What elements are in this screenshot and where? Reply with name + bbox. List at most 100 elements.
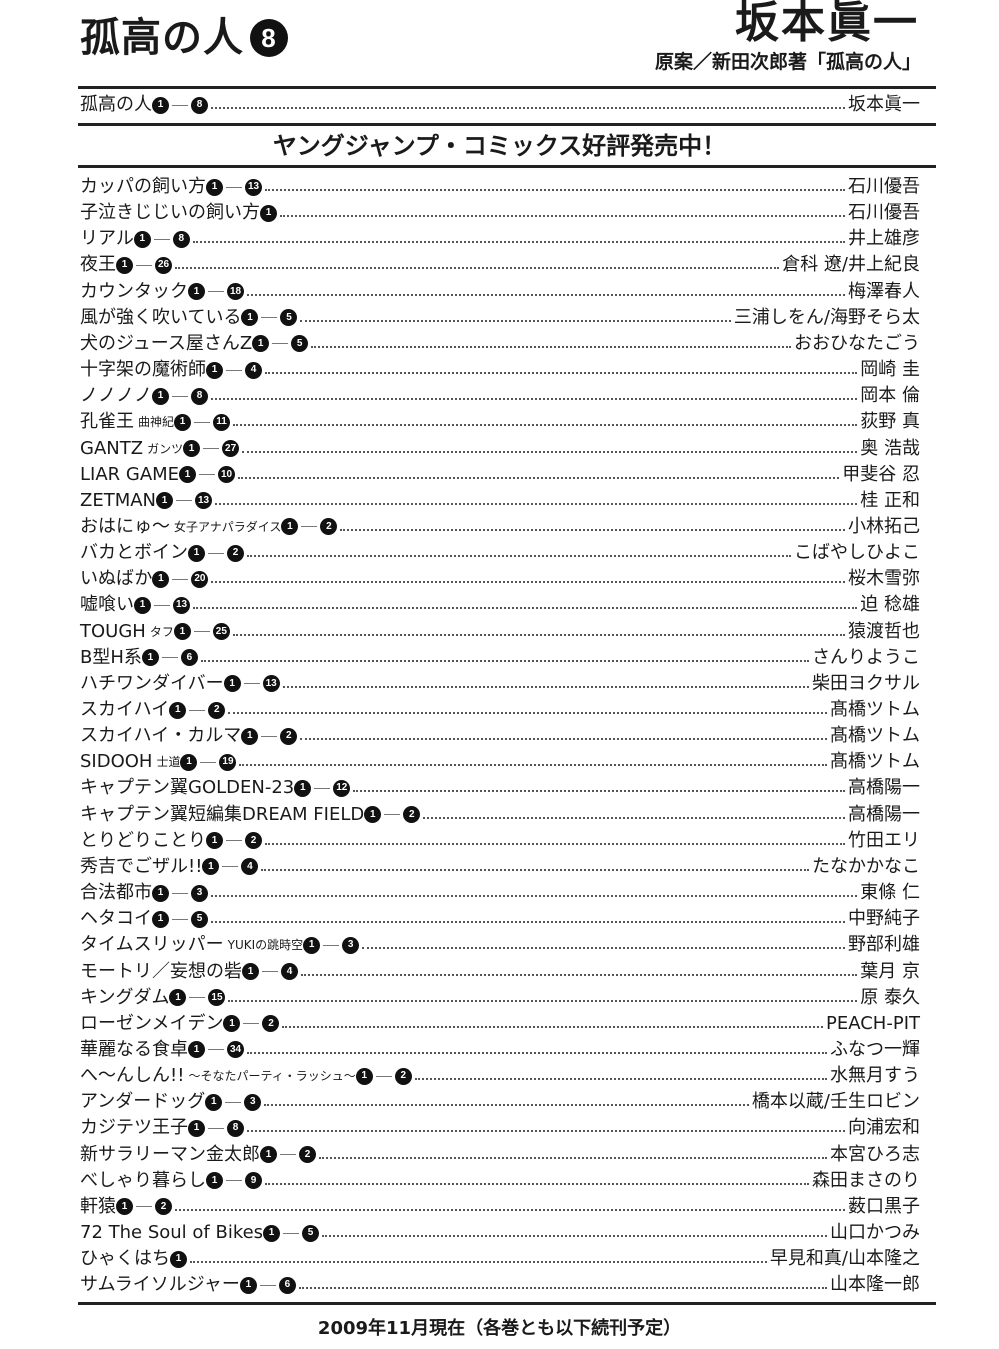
volume-to-badge: 9 bbox=[245, 1172, 262, 1190]
list-item: モートリ／妄想の砦 1 4 葉月 京 bbox=[80, 960, 920, 984]
entry-author: 橋本以蔵/壬生ロビン bbox=[751, 1091, 920, 1113]
dot-leader bbox=[211, 107, 845, 109]
entry-title: 軒猿 bbox=[80, 1195, 116, 1217]
range-dash bbox=[161, 657, 178, 659]
volume-to-badge: 3 bbox=[244, 1093, 262, 1111]
range-dash bbox=[136, 1206, 152, 1208]
range-dash bbox=[283, 1232, 300, 1234]
range-dash bbox=[259, 1284, 276, 1286]
entry-title: ZETMAN bbox=[80, 489, 157, 511]
volume-to-badge: 13 bbox=[173, 596, 190, 614]
entry-author: 水無月すう bbox=[830, 1065, 920, 1087]
list-item: 72 The Soul of Bikes 1 5 山口かつみ bbox=[80, 1221, 920, 1245]
dot-leader bbox=[239, 764, 827, 767]
entry-author: ふなつ一輝 bbox=[830, 1038, 920, 1060]
volume-from-badge: 1 bbox=[156, 492, 174, 510]
volume-from-badge: 1 bbox=[242, 963, 259, 980]
volume-range: 1 bbox=[260, 204, 277, 222]
dot-leader bbox=[215, 502, 858, 505]
dot-leader bbox=[242, 450, 858, 453]
range-dash bbox=[226, 840, 242, 842]
dot-leader bbox=[301, 973, 858, 976]
entry-author: 小林拓己 bbox=[848, 515, 920, 537]
volume-from-badge: 1 bbox=[188, 544, 205, 562]
list-item: アンダードッグ 1 3 橋本以蔵/壬生ロビン bbox=[80, 1090, 920, 1114]
entry-author: 井上雄彦 bbox=[848, 228, 920, 250]
original-credit: 原案／新田次郎著「孤高の人」 bbox=[654, 51, 921, 73]
volume-range: 1 11 bbox=[174, 413, 231, 431]
list-item: カジテツ王子 1 8 向浦宏和 bbox=[80, 1116, 920, 1140]
list-item: ノノノノ 1 8 岡本 倫 bbox=[80, 384, 920, 408]
range-dash bbox=[208, 1049, 224, 1051]
volume-from-badge: 1 bbox=[170, 1250, 187, 1268]
list-item: GANTZ ガンツ 1 27 奥 浩哉 bbox=[80, 437, 920, 461]
volume-from-badge: 1 bbox=[260, 204, 277, 222]
entry-title: 十字架の魔術師 bbox=[80, 359, 206, 381]
volume-to-badge: 2 bbox=[155, 1198, 172, 1216]
volume-from-badge: 1 bbox=[206, 178, 223, 196]
entry-title: とりどりことり bbox=[80, 829, 206, 851]
volume-to-badge: 8 bbox=[172, 230, 190, 248]
dot-leader bbox=[192, 241, 845, 244]
entry-subtitle: YUKIの跳時空 bbox=[227, 938, 304, 953]
entry-title: スカイハイ bbox=[80, 699, 170, 720]
list-item: いぬばか 1 20 桜木雪弥 bbox=[80, 567, 920, 591]
entry-title: 合法都市 bbox=[80, 882, 152, 904]
dot-leader bbox=[264, 1104, 749, 1107]
volume-to-badge: 19 bbox=[219, 753, 237, 771]
volume-to-badge: 2 bbox=[403, 806, 421, 824]
divider bbox=[78, 165, 936, 168]
list-item: 風が強く吹いている 1 5 三浦しをん/海野そら太 bbox=[80, 306, 920, 330]
dot-leader bbox=[298, 1287, 827, 1290]
volume-from-badge: 1 bbox=[364, 806, 382, 824]
entry-author: 坂本眞一 bbox=[848, 94, 920, 115]
entry-title: GANTZ bbox=[80, 437, 144, 459]
volume-range: 1 10 bbox=[179, 466, 236, 484]
volume-to-badge: 4 bbox=[245, 361, 262, 379]
entry-title: キャプテン翼短編集DREAM FIELD bbox=[80, 803, 365, 825]
entry-author: 岡本 倫 bbox=[860, 385, 920, 407]
volume-from-badge: 1 bbox=[241, 309, 259, 327]
entry-author: 石川優吾 bbox=[848, 176, 920, 197]
dot-leader bbox=[261, 868, 809, 871]
list-item: へ〜んしん!! 〜そなたパーティ・ラッシュ〜 1 2 水無月すう bbox=[80, 1064, 920, 1088]
volume-from-badge: 1 bbox=[223, 675, 241, 693]
volume-from-badge: 1 bbox=[116, 1198, 133, 1216]
volume-range: 1 13 bbox=[223, 675, 280, 693]
range-dash bbox=[203, 448, 220, 449]
entry-title: ひゃくはち bbox=[80, 1248, 170, 1270]
volume-to-badge: 13 bbox=[262, 675, 280, 693]
entry-title: LIAR GAME bbox=[80, 463, 180, 485]
entry-title: ローゼンメイデン bbox=[80, 1012, 224, 1034]
volume-to-badge: 26 bbox=[155, 256, 172, 274]
entry-subtitle: ガンツ bbox=[147, 441, 184, 456]
list-item: ハチワンダイバー 1 13 柴田ヨクサル bbox=[80, 672, 920, 696]
list-item: B型H系 1 6 さんりようこ bbox=[80, 646, 920, 670]
entry-subtitle: 〜そなたパーティ・ラッシュ〜 bbox=[188, 1069, 356, 1084]
volume-from-badge: 1 bbox=[206, 361, 223, 379]
entry-author: 本宮ひろ志 bbox=[830, 1143, 920, 1165]
entry-author: 髙橋ツトム bbox=[830, 751, 920, 773]
volume-from-badge: 1 bbox=[206, 832, 223, 850]
volume-range: 1 13 bbox=[156, 492, 213, 510]
volume-from-badge: 1 bbox=[303, 936, 321, 954]
range-dash bbox=[199, 474, 216, 476]
entry-author: 高橋陽一 bbox=[848, 777, 920, 799]
entry-title: カッパの飼い方 bbox=[80, 176, 206, 197]
volume-to-badge: 13 bbox=[245, 178, 262, 196]
entry-author: 髙橋ツトム bbox=[830, 725, 920, 747]
volume-to-badge: 5 bbox=[191, 910, 208, 928]
volume-to-badge: 13 bbox=[195, 492, 213, 510]
list-item: おはにゅ〜 女子アナパラダイス 1 2 小林拓己 bbox=[80, 515, 920, 539]
range-dash bbox=[314, 787, 331, 789]
dot-leader bbox=[175, 267, 780, 270]
dot-leader bbox=[265, 189, 845, 191]
list-item: SIDOOH 士道 1 19 髙橋ツトム bbox=[80, 750, 920, 774]
entry-title: おはにゅ〜 bbox=[80, 515, 170, 537]
